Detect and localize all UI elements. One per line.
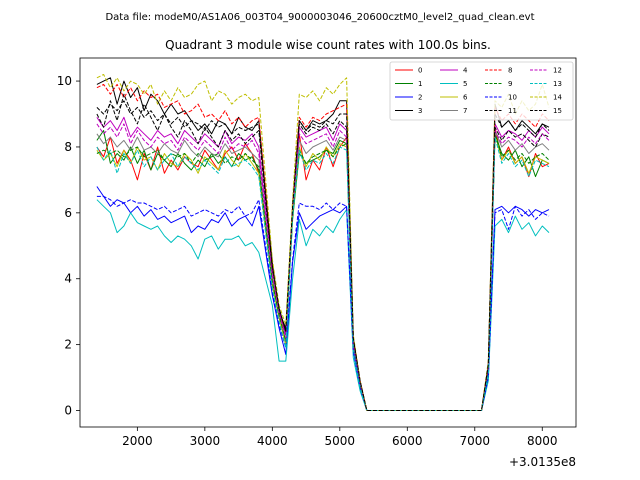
- x-offset-label: +3.0135e8: [509, 455, 576, 469]
- x-axis: 2000 3000 4000 5000 6000 7000 8000: [122, 427, 558, 448]
- legend-label-12: 12: [553, 67, 562, 75]
- series-line-15: [96, 100, 550, 411]
- y-tick-label: 6: [64, 206, 72, 220]
- legend-label-6: 6: [463, 94, 468, 102]
- y-tick-label: 4: [64, 272, 72, 286]
- legend-label-11: 11: [508, 107, 517, 115]
- legend-label-7: 7: [463, 107, 467, 115]
- legend-label-2: 2: [418, 94, 422, 102]
- x-tick-label: 5000: [325, 434, 356, 448]
- legend-label-8: 8: [508, 67, 512, 75]
- legend-label-1: 1: [418, 80, 422, 88]
- legend-label-9: 9: [508, 80, 512, 88]
- series-layer: [96, 74, 550, 411]
- y-tick-label: 10: [57, 74, 72, 88]
- legend-box: [389, 61, 574, 121]
- chart-suptitle: Data file: modeM0/AS1A06_003T04_90000030…: [105, 12, 534, 23]
- y-tick-label: 8: [64, 140, 72, 154]
- legend-label-3: 3: [418, 107, 422, 115]
- legend-label-10: 10: [508, 94, 517, 102]
- legend-label-13: 13: [553, 80, 562, 88]
- legend-label-14: 14: [553, 94, 562, 102]
- series-line-8: [96, 83, 550, 411]
- legend-label-15: 15: [553, 107, 562, 115]
- plot-frame: [79, 57, 577, 428]
- x-tick-label: 7000: [460, 434, 491, 448]
- legend-label-5: 5: [463, 80, 467, 88]
- chart-title: Quadrant 3 module wise count rates with …: [165, 38, 491, 52]
- y-tick-label: 2: [64, 338, 72, 352]
- legend-label-0: 0: [418, 67, 422, 75]
- x-tick-label: 3000: [190, 434, 221, 448]
- x-tick-label: 6000: [392, 434, 423, 448]
- y-axis: 0 2 4 6 8 10: [57, 74, 80, 418]
- x-tick-label: 4000: [257, 434, 288, 448]
- x-tick-label: 2000: [122, 434, 153, 448]
- x-tick-label: 8000: [527, 434, 558, 448]
- y-tick-label: 0: [64, 404, 72, 418]
- legend-label-4: 4: [463, 67, 468, 75]
